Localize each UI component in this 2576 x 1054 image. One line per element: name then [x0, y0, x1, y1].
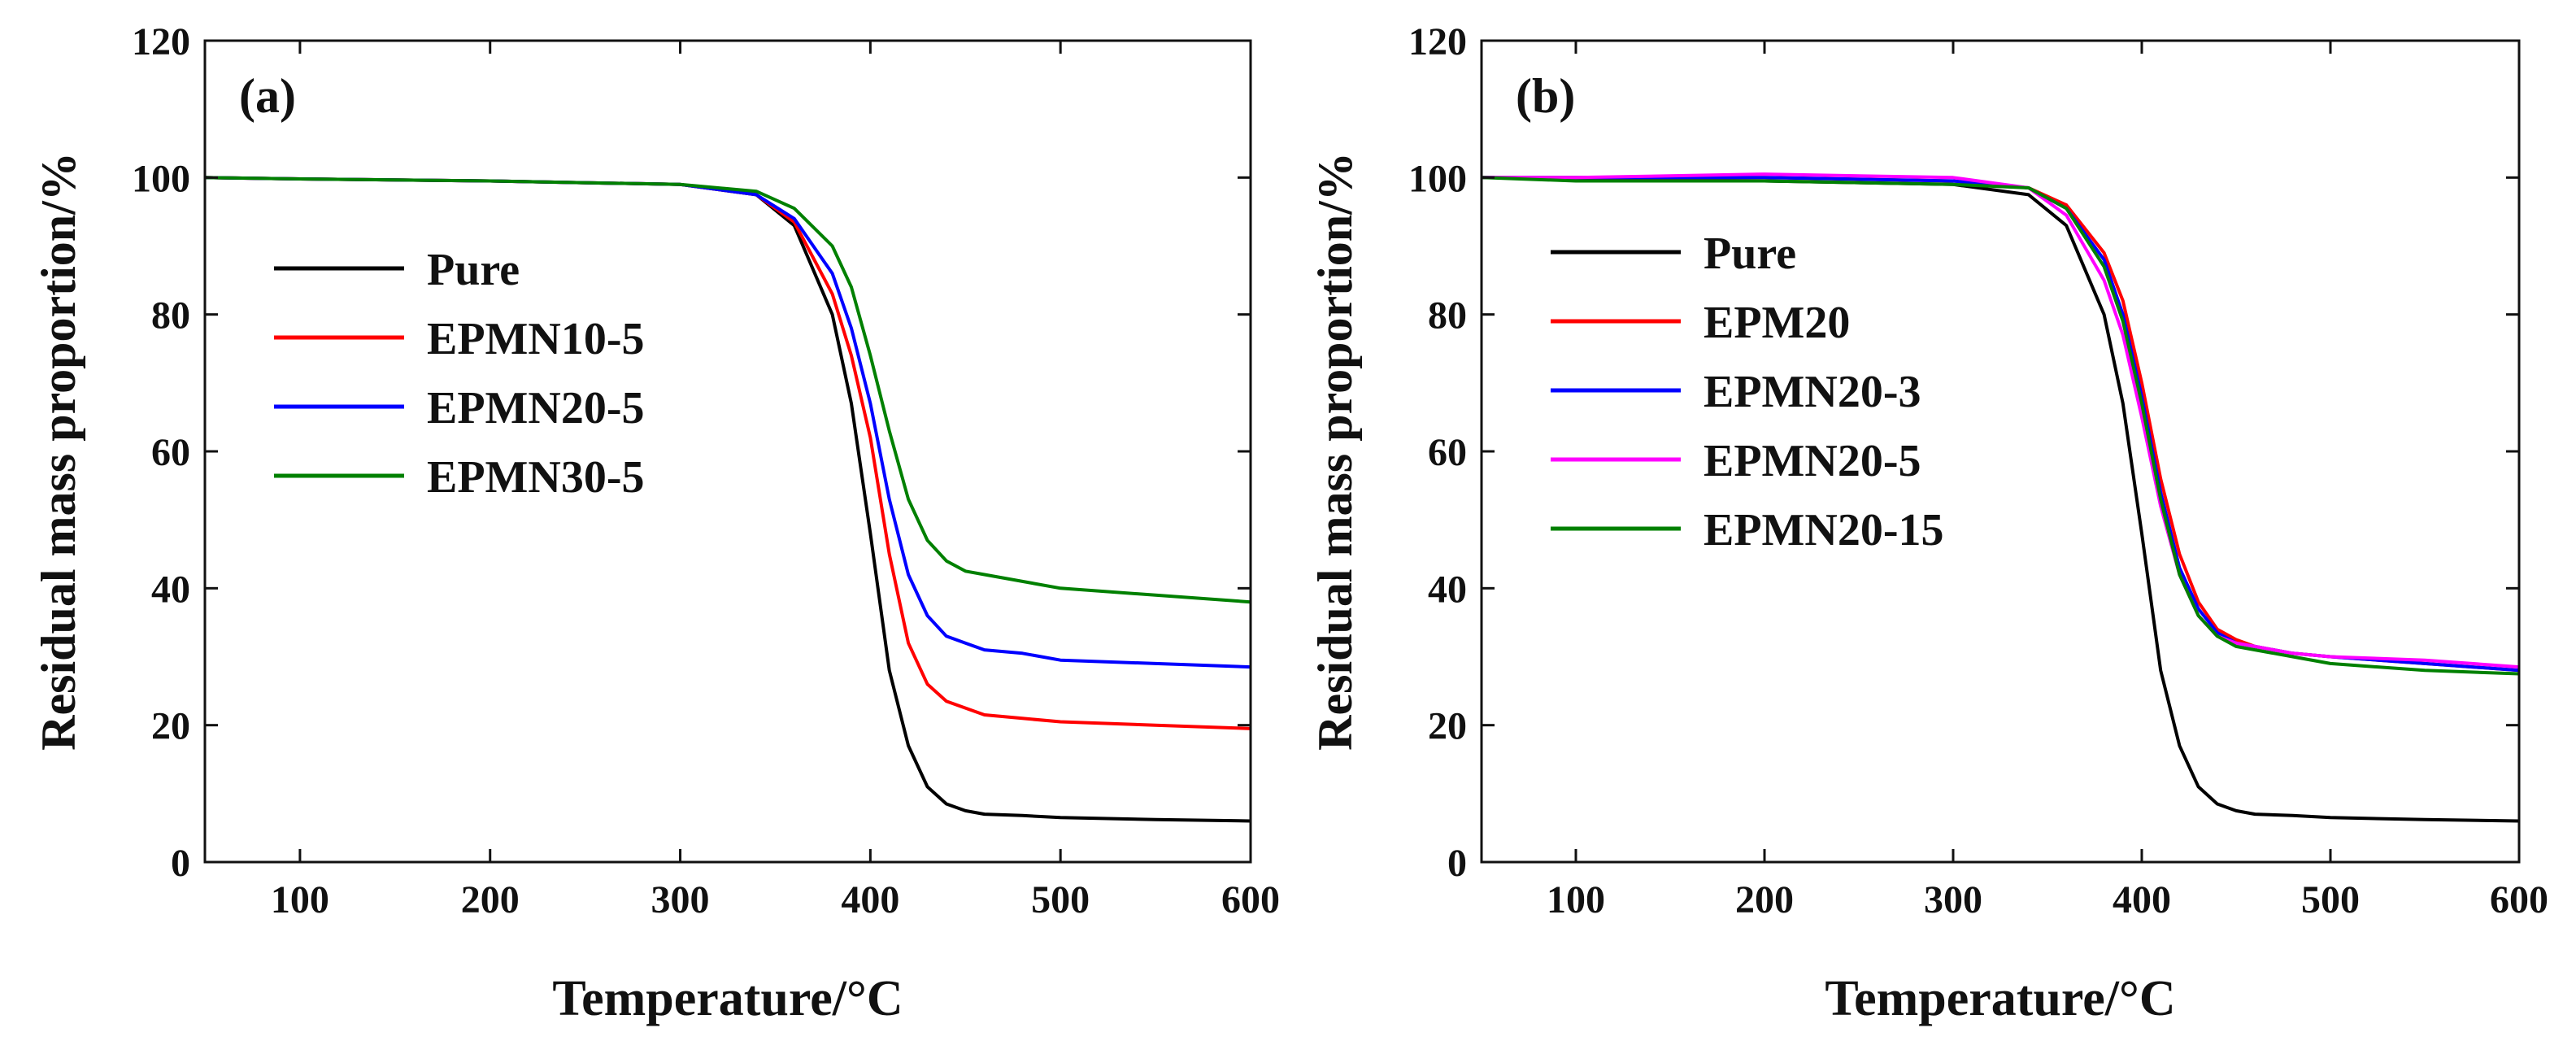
y-tick-label: 0 [1447, 842, 1467, 885]
legend-label: EPMN20-15 [1704, 505, 1944, 555]
x-tick-label: 100 [1547, 878, 1605, 921]
panel-label: (a) [239, 69, 296, 123]
y-tick-label: 0 [171, 842, 190, 885]
series-line-epmn20-15 [1481, 176, 2520, 676]
x-axis-title: Temperature/°C [1825, 971, 2175, 1026]
x-tick-label: 400 [841, 878, 899, 921]
y-tick-label: 40 [1428, 568, 1467, 611]
series-line-epmn20-5 [1482, 172, 2520, 669]
x-tick-label: 300 [1924, 878, 1982, 921]
panel-label: (b) [1516, 69, 1575, 123]
legend-label: Pure [427, 245, 520, 295]
series-line-epmn20-5 [204, 176, 1251, 669]
legend-label: EPMN10-5 [427, 314, 645, 364]
legend: Pure EPMN10-5 EPMN20-5 EPMN30-5 [274, 245, 645, 503]
legend-label: EPMN20-5 [1704, 436, 1921, 486]
series-group [1481, 172, 2520, 823]
series-line-epmn10-5 [204, 176, 1251, 730]
y-tick-label: 20 [1428, 705, 1467, 748]
series-group [204, 176, 1251, 823]
y-tick-label: 120 [1408, 20, 1467, 63]
x-tick-label: 200 [461, 878, 520, 921]
x-tick-label: 300 [651, 878, 710, 921]
y-tick-label: 120 [132, 20, 190, 63]
series-line-epmn30-5 [204, 176, 1251, 604]
x-tick-label: 600 [1221, 878, 1280, 921]
y-tick-label: 40 [151, 568, 190, 611]
y-axis-title: Residual mass proportion/% [32, 152, 85, 751]
panel-a: 100 200 300 400 500 600 0 20 40 60 80 100 120 Tempera… [32, 20, 1280, 1026]
panel-b: 100 200 300 400 500 600 0 20 40 60 80 100 120 Tempera… [1308, 20, 2548, 1026]
y-tick-label: 20 [151, 705, 190, 748]
x-axis-title: Temperature/°C [552, 971, 903, 1026]
x-tick-label: 600 [2490, 878, 2548, 921]
y-axis-title: Residual mass proportion/% [1308, 152, 1362, 751]
legend-label: EPMN20-3 [1704, 367, 1921, 417]
x-tick-label: 200 [1735, 878, 1794, 921]
x-tick-label: 500 [1031, 878, 1090, 921]
plot-frame [203, 39, 1252, 864]
plot-frame [1480, 39, 2521, 864]
y-tick-label: 80 [1428, 294, 1467, 338]
legend-label: EPM20 [1704, 298, 1850, 348]
y-tick-label: 60 [1428, 431, 1467, 474]
y-tick-label: 60 [151, 431, 190, 474]
x-tick-label: 400 [2113, 878, 2171, 921]
legend-label: EPMN20-5 [427, 383, 645, 433]
legend-label: Pure [1704, 229, 1796, 279]
y-tick-label: 100 [1408, 157, 1467, 200]
legend-label: EPMN30-5 [427, 452, 645, 503]
y-tick-label: 80 [151, 294, 190, 338]
x-tick-label: 500 [2301, 878, 2360, 921]
x-tick-label: 100 [271, 878, 329, 921]
legend: Pure EPM20 EPMN20-3 EPMN20-5 EPMN20-15 [1551, 229, 1944, 555]
series-line-pure [1481, 176, 2520, 823]
y-tick-label: 100 [132, 157, 190, 200]
